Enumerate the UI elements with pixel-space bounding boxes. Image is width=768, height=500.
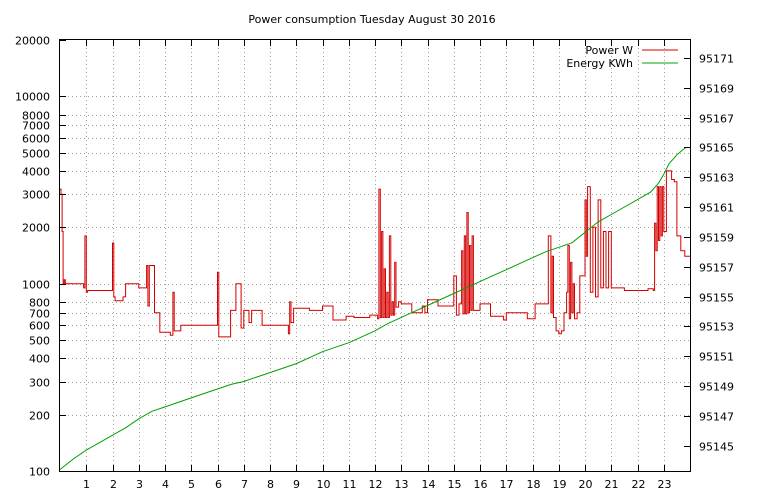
- y2-tick-label: 95163: [699, 172, 734, 185]
- y2-tick-label: 95161: [699, 202, 734, 215]
- grid-lines: [60, 40, 690, 471]
- y-tick-label: 400: [29, 353, 50, 366]
- y-tick-label: 3000: [22, 189, 50, 202]
- y2-tick-label: 95167: [699, 113, 734, 126]
- y-tick-label: 10000: [15, 91, 50, 104]
- y2-tick-label: 95157: [699, 262, 734, 275]
- y-tick-label: 500: [29, 335, 50, 348]
- y-tick-label: 7000: [22, 120, 50, 133]
- y-tick-label: 6000: [22, 133, 50, 146]
- y-tick-label: 600: [29, 320, 50, 333]
- y2-tick-label: 95155: [699, 292, 734, 305]
- x-tick-label: 15: [448, 478, 462, 491]
- y-tick-label: 300: [29, 377, 50, 390]
- x-tick-label: 23: [658, 478, 672, 491]
- legend-label: Power W: [585, 44, 633, 57]
- y2-tick-label: 95165: [699, 142, 734, 155]
- x-axis-labels: 1 2 3 4 5 6 7 8 9 10 11 12 13 14 15 16 17 18 19 20 21 22 23: [83, 478, 672, 491]
- y2-tick-label: 95169: [699, 83, 734, 96]
- y-tick-label: 20000: [15, 35, 50, 48]
- y2-tick-label: 95153: [699, 321, 734, 334]
- y2-tick-label: 95147: [699, 411, 734, 424]
- x-tick-label: 12: [369, 478, 383, 491]
- y-tick-label: 1000: [22, 279, 50, 292]
- y2-tick-label: 95145: [699, 441, 734, 454]
- y2-tick-label: 95159: [699, 232, 734, 245]
- legend-label: Energy KWh: [566, 57, 633, 70]
- axis-ticks: [60, 40, 690, 472]
- y-tick-label: 2000: [22, 222, 50, 235]
- x-tick-label: 21: [605, 478, 619, 491]
- series-line-energy-kwh: [59, 147, 687, 470]
- x-tick-label: 17: [500, 478, 514, 491]
- x-tick-label: 1: [83, 478, 90, 491]
- x-tick-label: 7: [241, 478, 248, 491]
- y2-tick-label: 95149: [699, 381, 734, 394]
- y-tick-label: 100: [29, 466, 50, 479]
- y-tick-label: 700: [29, 308, 50, 321]
- x-tick-label: 14: [422, 478, 436, 491]
- x-tick-label: 11: [343, 478, 357, 491]
- x-tick-label: 18: [527, 478, 541, 491]
- y-tick-label: 4000: [22, 166, 50, 179]
- y2-tick-label: 95171: [699, 53, 734, 66]
- x-tick-label: 4: [162, 478, 169, 491]
- x-tick-label: 16: [474, 478, 488, 491]
- x-tick-label: 19: [553, 478, 567, 491]
- x-tick-label: 2: [110, 478, 117, 491]
- x-tick-label: 10: [317, 478, 331, 491]
- x-tick-label: 8: [267, 478, 274, 491]
- plot-frame: [59, 39, 691, 472]
- x-tick-label: 20: [579, 478, 593, 491]
- x-tick-label: 13: [395, 478, 409, 491]
- series-line-power-w: [60, 170, 690, 338]
- x-tick-label: 22: [632, 478, 646, 491]
- y-tick-label: 800: [29, 297, 50, 310]
- y2-tick-label: 95151: [699, 351, 734, 364]
- x-tick-label: 5: [188, 478, 195, 491]
- x-tick-label: 3: [136, 478, 143, 491]
- chart-title: Power consumption Tuesday August 30 2016: [248, 13, 495, 26]
- x-tick-label: 6: [215, 478, 222, 491]
- y2-axis-labels: 95145 95147 95149 95151 95153 95155 95157 95159…: [699, 53, 734, 454]
- series-layer: [59, 147, 690, 470]
- x-tick-label: 9: [293, 478, 300, 491]
- y-tick-label: 200: [29, 410, 50, 423]
- y-tick-label: 5000: [22, 148, 50, 161]
- y-tick-label: 8000: [22, 110, 50, 123]
